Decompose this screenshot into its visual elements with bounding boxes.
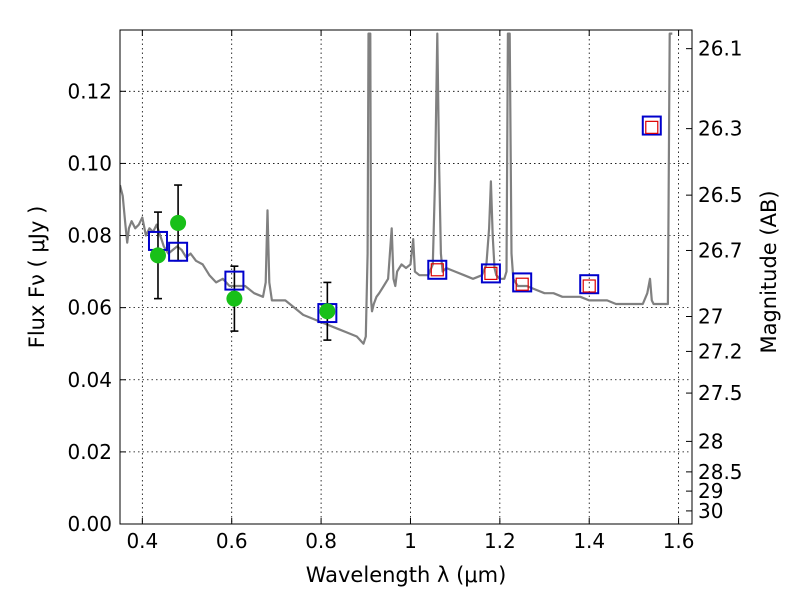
mag-tick-label: 26.1 xyxy=(698,37,743,61)
y-tick-label: 0.02 xyxy=(67,440,112,464)
right-y-axis-label: Magnitude (AB) xyxy=(757,190,781,353)
x-tick-label: 1.2 xyxy=(484,529,516,553)
mag-tick-label: 26.7 xyxy=(698,238,743,262)
spectrum-line xyxy=(120,32,673,345)
grid xyxy=(120,30,692,525)
observed-point xyxy=(319,303,336,320)
mag-tick-label: 28.5 xyxy=(698,460,743,484)
model-fit-square xyxy=(645,120,659,134)
x-tick-label: 1.4 xyxy=(573,529,605,553)
model-band-square xyxy=(641,115,662,136)
x-tick-label: 1.6 xyxy=(663,529,695,553)
error-bars xyxy=(153,184,332,341)
mag-tick-label: 27 xyxy=(698,305,723,329)
y-axis-label: Flux Fν ( μJy ) xyxy=(25,206,49,349)
y-tick-label: 0.06 xyxy=(67,296,112,320)
observed-point xyxy=(170,214,187,231)
model-band-square xyxy=(579,274,600,295)
mag-tick-label: 27.2 xyxy=(698,339,743,363)
model-spectrum xyxy=(120,32,673,345)
mag-tick-label: 30 xyxy=(698,499,723,523)
x-tick-label: 1 xyxy=(404,529,417,553)
model-fit-square xyxy=(515,277,529,291)
model-fit-square xyxy=(484,266,498,280)
x-tick-label: 0.6 xyxy=(216,529,248,553)
model-band-square xyxy=(427,259,448,280)
axis-ticks: 0.4 0.6 0.8 1 1.2 1.4 1.6 0.00 0.02 0.04 0.06 0.08 0… xyxy=(67,30,743,553)
mag-tick-label: 28 xyxy=(698,429,723,453)
y-tick-label: 0.08 xyxy=(67,224,112,248)
model-band-square xyxy=(480,263,501,284)
mag-tick-label: 26.3 xyxy=(698,117,743,141)
y-tick-label: 0.00 xyxy=(67,512,112,536)
model-fit-square xyxy=(582,279,596,293)
x-tick-label: 0.4 xyxy=(126,529,158,553)
y-tick-label: 0.12 xyxy=(67,79,112,103)
y-tick-label: 0.04 xyxy=(67,368,112,392)
observed-point xyxy=(226,290,243,307)
mag-tick-label: 27.5 xyxy=(698,381,743,405)
model-band-square xyxy=(168,241,189,262)
observed-point xyxy=(149,247,166,264)
model-band-square xyxy=(224,270,245,291)
plot-frame xyxy=(119,29,693,525)
x-tick-label: 0.8 xyxy=(305,529,337,553)
y-tick-label: 0.10 xyxy=(67,151,112,175)
x-axis-label: Wavelength λ (μm) xyxy=(306,563,507,587)
mag-tick-label: 29 xyxy=(698,479,723,503)
data-markers xyxy=(147,115,662,324)
model-band-square xyxy=(512,272,533,293)
model-fit-square xyxy=(430,263,444,277)
mag-tick-label: 26.5 xyxy=(698,183,743,207)
